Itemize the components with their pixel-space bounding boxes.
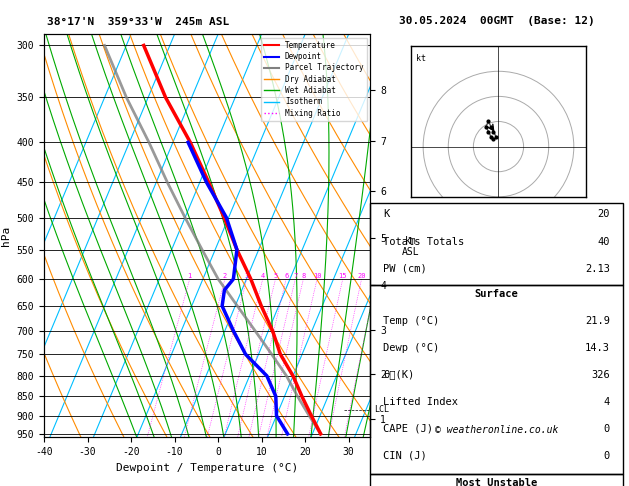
Text: LCL: LCL — [374, 405, 389, 415]
Legend: Temperature, Dewpoint, Parcel Trajectory, Dry Adiabat, Wet Adiabat, Isotherm, Mi: Temperature, Dewpoint, Parcel Trajectory… — [260, 38, 367, 121]
Text: 15: 15 — [338, 273, 347, 279]
Text: 0: 0 — [604, 424, 610, 434]
Text: 3: 3 — [245, 273, 249, 279]
Text: © weatheronline.co.uk: © weatheronline.co.uk — [435, 425, 559, 435]
Text: K: K — [383, 209, 389, 220]
Text: Lifted Index: Lifted Index — [383, 397, 458, 407]
Text: CAPE (J): CAPE (J) — [383, 424, 433, 434]
Text: 7: 7 — [293, 273, 298, 279]
Text: 0: 0 — [604, 451, 610, 461]
Text: 326: 326 — [591, 370, 610, 380]
Text: 4: 4 — [604, 397, 610, 407]
Text: PW (cm): PW (cm) — [383, 263, 427, 274]
X-axis label: Dewpoint / Temperature (°C): Dewpoint / Temperature (°C) — [116, 463, 298, 473]
Text: 40: 40 — [598, 237, 610, 246]
Text: 4: 4 — [260, 273, 265, 279]
Text: Dewp (°C): Dewp (°C) — [383, 343, 439, 353]
Text: 5: 5 — [274, 273, 277, 279]
Y-axis label: km
ASL: km ASL — [403, 236, 420, 257]
Text: 8: 8 — [301, 273, 306, 279]
Bar — [370, 204, 623, 284]
Text: Temp (°C): Temp (°C) — [383, 315, 439, 326]
Text: 30.05.2024  00GMT  (Base: 12): 30.05.2024 00GMT (Base: 12) — [399, 16, 594, 26]
Text: 2.13: 2.13 — [585, 263, 610, 274]
Text: 6: 6 — [284, 273, 288, 279]
Text: Totals Totals: Totals Totals — [383, 237, 464, 246]
Text: 21.9: 21.9 — [585, 315, 610, 326]
Text: 38°17'N  359°33'W  245m ASL: 38°17'N 359°33'W 245m ASL — [47, 17, 230, 27]
Text: Surface: Surface — [475, 289, 518, 298]
Text: 20: 20 — [357, 273, 366, 279]
Text: 1: 1 — [187, 273, 192, 279]
Bar — [370, 474, 623, 486]
Text: kt: kt — [416, 53, 426, 63]
Text: 14.3: 14.3 — [585, 343, 610, 353]
Bar — [370, 284, 623, 474]
Text: 20: 20 — [598, 209, 610, 220]
Text: 10: 10 — [313, 273, 321, 279]
Text: θᴇ(K): θᴇ(K) — [383, 370, 415, 380]
Y-axis label: hPa: hPa — [1, 226, 11, 246]
Text: CIN (J): CIN (J) — [383, 451, 427, 461]
Text: 2: 2 — [223, 273, 227, 279]
Text: Most Unstable: Most Unstable — [456, 478, 537, 486]
